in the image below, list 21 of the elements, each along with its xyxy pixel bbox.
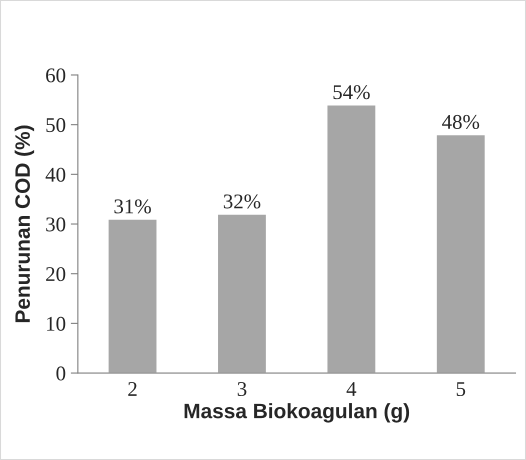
- x-tick-label: 4: [346, 382, 356, 396]
- x-tick-label: 3: [238, 382, 246, 396]
- bar: [107, 218, 158, 374]
- y-tick-label: 0: [56, 366, 66, 380]
- x-tick-label: 2: [128, 382, 137, 396]
- data-label: 32%: [224, 194, 260, 209]
- y-tick-label: 30: [46, 217, 66, 232]
- data-label: 54%: [333, 85, 370, 100]
- y-tick-label: 60: [46, 68, 66, 82]
- bar: [435, 134, 486, 374]
- data-label: 48%: [442, 114, 480, 130]
- bar: [216, 213, 268, 374]
- y-tick-label: 10: [47, 316, 66, 331]
- y-axis-title: Penurunan COD (%): [14, 126, 34, 322]
- y-tick-label: 50: [46, 118, 66, 132]
- data-label: 31%: [114, 199, 151, 214]
- x-tick-label: 5: [456, 382, 466, 396]
- y-tick-label: 20: [46, 267, 66, 282]
- x-axis-title: Massa Biokoagulan (g): [184, 403, 410, 423]
- bar: [326, 104, 377, 374]
- y-tick-label: 40: [46, 168, 66, 182]
